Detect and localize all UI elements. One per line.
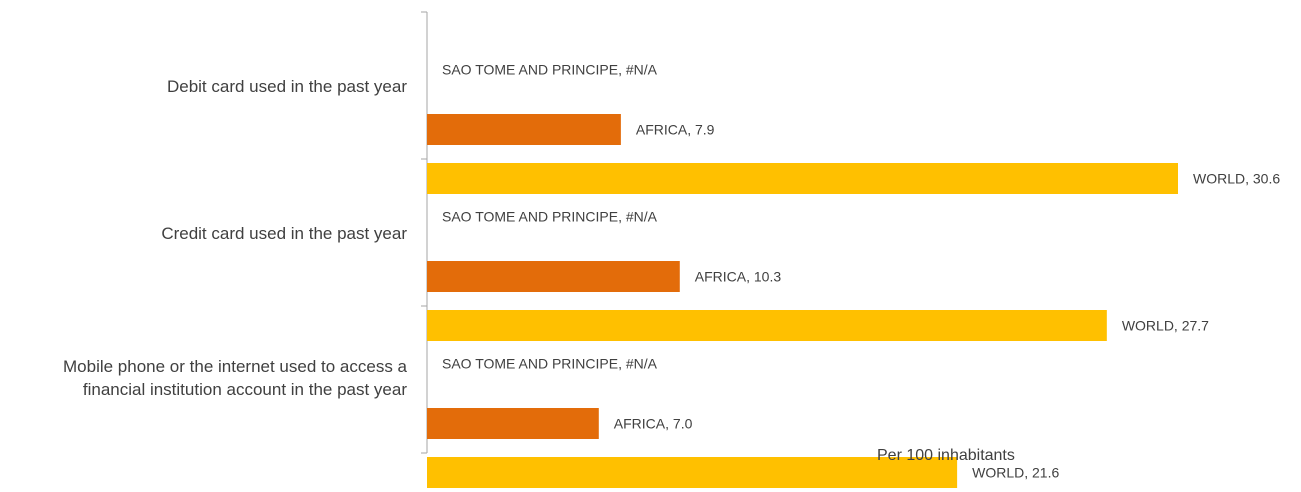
- category-label: Credit card used in the past year: [161, 222, 407, 245]
- category-label-line: Mobile phone or the internet used to acc…: [63, 357, 407, 376]
- data-label: WORLD, 21.6: [972, 465, 1059, 481]
- bar-world: [427, 310, 1107, 341]
- bar-africa: [427, 114, 621, 145]
- data-label: SAO TOME AND PRINCIPE, #N/A: [442, 62, 658, 78]
- category-label: Mobile phone or the internet used to acc…: [63, 355, 407, 401]
- category-label-line: Credit card used in the past year: [161, 223, 407, 243]
- data-label: WORLD, 30.6: [1193, 171, 1280, 187]
- bar-world: [427, 457, 958, 488]
- y-axis: [421, 11, 428, 454]
- bar-africa: [427, 408, 599, 439]
- data-label: AFRICA, 7.0: [614, 416, 693, 432]
- data-label: SAO TOME AND PRINCIPE, #N/A: [442, 356, 658, 372]
- data-label: AFRICA, 10.3: [695, 269, 782, 285]
- data-label: WORLD, 27.7: [1122, 318, 1209, 334]
- bars-group: [427, 114, 1178, 488]
- category-label-line: financial institution account in the pas…: [82, 380, 407, 399]
- category-label-line: Debit card used in the past year: [166, 76, 407, 96]
- data-label: SAO TOME AND PRINCIPE, #N/A: [442, 209, 658, 225]
- category-label: Debit card used in the past year: [167, 75, 407, 98]
- x-axis-title: Per 100 inhabitants: [877, 447, 1015, 464]
- bar-africa: [427, 261, 680, 292]
- data-label: AFRICA, 7.9: [636, 122, 715, 138]
- data-labels-group: SAO TOME AND PRINCIPE, #N/A AFRICA, 7.9 WO…: [442, 62, 1280, 481]
- bar-world: [427, 163, 1178, 194]
